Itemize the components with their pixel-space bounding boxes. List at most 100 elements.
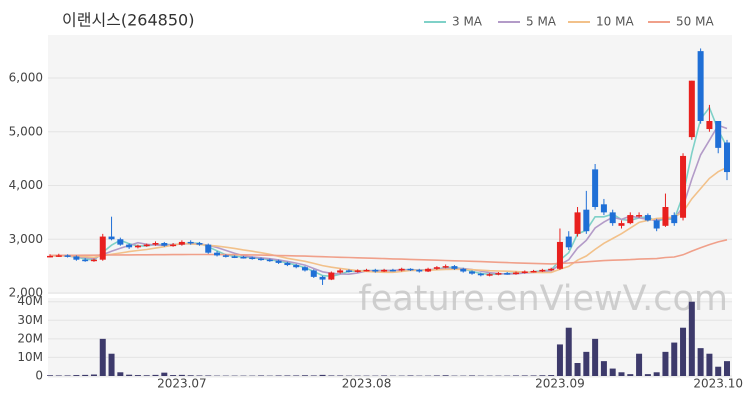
volume-bar: [319, 374, 326, 376]
volume-bar: [583, 351, 590, 376]
volume-bar: [724, 361, 730, 376]
x-tick-label: 2023.10: [693, 377, 743, 391]
volume-tick-label: 0: [35, 369, 43, 383]
volume-bar: [706, 353, 713, 376]
candle-body: [117, 239, 124, 245]
candle-body: [47, 255, 53, 258]
candle-body: [337, 270, 344, 273]
ma-line: [49, 239, 728, 265]
legend-label: 50 MA: [676, 15, 714, 29]
volume-bar: [680, 327, 687, 376]
candle-body: [354, 270, 361, 272]
candle-body: [178, 241, 185, 245]
volume-bar: [433, 375, 440, 376]
y-tick-label: 2,000: [9, 286, 43, 300]
volume-bar: [442, 375, 449, 376]
candle-body: [73, 256, 80, 260]
candle-body: [495, 273, 502, 275]
candle-body: [64, 255, 71, 257]
candle-body: [126, 244, 133, 248]
volume-bar: [126, 374, 133, 376]
volume-bar: [275, 375, 282, 376]
candle-body: [460, 268, 467, 272]
x-tick-label: 2023.07: [157, 377, 207, 391]
volume-bar: [469, 375, 476, 376]
candle-body: [249, 257, 256, 260]
legend-label: 3 MA: [452, 15, 483, 29]
candle-body: [706, 121, 713, 130]
volume-bar: [170, 375, 177, 376]
volume-bar: [55, 375, 62, 376]
candle-body: [134, 245, 141, 248]
volume-bar: [592, 338, 599, 376]
ma-line: [49, 166, 728, 274]
candle-body: [653, 220, 660, 229]
candle-body: [310, 270, 317, 277]
candle-body: [99, 236, 106, 260]
volume-bar: [328, 375, 335, 376]
volume-bar: [108, 353, 115, 376]
candle-body: [556, 241, 563, 269]
candle-body: [504, 273, 511, 275]
volume-bar: [697, 348, 704, 376]
volume-bar: [284, 375, 291, 376]
candle-body: [512, 272, 519, 275]
volume-bar: [187, 375, 194, 376]
volume-bar: [178, 374, 185, 376]
y-tick-label: 4,000: [9, 178, 43, 192]
volume-bar: [161, 372, 168, 376]
candle-body: [433, 267, 440, 269]
volume-bar: [644, 374, 651, 376]
volume-bar: [521, 375, 528, 376]
candle-body: [521, 271, 528, 273]
candle-body: [688, 80, 695, 138]
candle-body: [609, 212, 616, 224]
candle-body: [451, 266, 458, 269]
candle-body: [170, 244, 177, 247]
candle-body: [301, 267, 308, 271]
volume-bar: [715, 366, 722, 376]
candle-body: [680, 155, 687, 218]
candle-body: [240, 256, 247, 259]
volume-bar: [556, 344, 563, 376]
volume-bar: [73, 375, 80, 376]
legend-label: 5 MA: [526, 15, 557, 29]
volume-bar: [618, 372, 625, 376]
volume-bar: [258, 375, 265, 376]
candle-body: [442, 266, 449, 268]
candle-body: [469, 271, 476, 274]
volume-bar: [134, 375, 141, 376]
volume-bar: [293, 375, 300, 376]
volume-bar: [609, 368, 616, 376]
candle-body: [416, 269, 423, 272]
volume-tick-label: 40M: [17, 294, 43, 308]
candle-body: [90, 259, 97, 262]
candle-body: [372, 269, 379, 272]
candle-body: [222, 255, 229, 257]
volume-bar: [574, 363, 581, 376]
candle-body: [600, 204, 607, 213]
candle-body: [284, 262, 291, 266]
candle-body: [486, 274, 493, 276]
candle-body: [425, 268, 432, 272]
candle-body: [187, 241, 194, 244]
candle-body: [539, 269, 546, 272]
candle-body: [381, 269, 388, 272]
volume-bar: [512, 375, 519, 376]
candle-body: [205, 244, 212, 253]
candle-body: [231, 256, 238, 258]
volume-bar: [381, 375, 388, 376]
candle-body: [319, 276, 326, 280]
candle-body: [636, 215, 643, 217]
candle-body: [398, 268, 405, 271]
volume-bar: [636, 353, 643, 376]
volume-bar: [337, 375, 344, 376]
x-tick-label: 2023.09: [535, 377, 585, 391]
candle-body: [592, 169, 599, 207]
y-tick-label: 6,000: [9, 71, 43, 85]
candle-body: [662, 207, 669, 226]
y-tick-label: 3,000: [9, 232, 43, 246]
volume-bar: [90, 374, 97, 376]
candle-body: [275, 260, 282, 263]
